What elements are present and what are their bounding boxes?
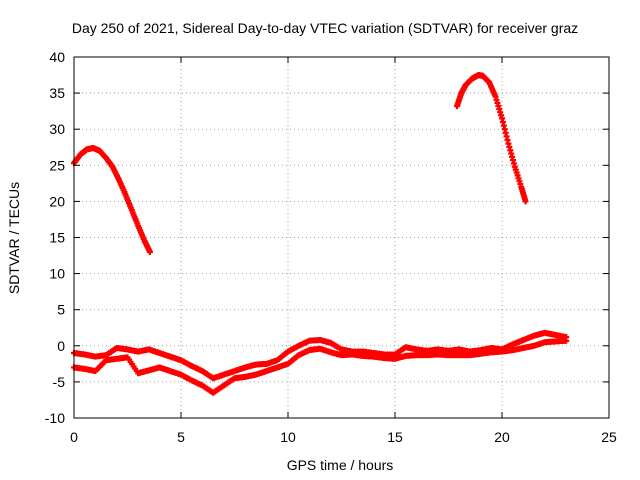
y-tick-label: 30 [49, 121, 65, 137]
x-tick-label: 5 [177, 429, 185, 445]
y-tick-label: 10 [49, 266, 65, 282]
series-band_upper [71, 329, 570, 382]
series-band_lower [71, 337, 570, 396]
data-point [146, 248, 153, 255]
data-point [563, 337, 570, 344]
series-falling_arc_late [454, 72, 529, 205]
series-rising_arc_early [71, 144, 153, 255]
y-axis-title: SDTVAR / TECUs [6, 182, 22, 294]
y-tick-label: 5 [57, 302, 65, 318]
x-tick-label: 0 [70, 429, 78, 445]
y-tick-label: 0 [57, 338, 65, 354]
y-tick-label: -5 [53, 374, 66, 390]
y-tick-label: 20 [49, 193, 65, 209]
y-tick-label: 25 [49, 157, 65, 173]
chart-title: Day 250 of 2021, Sidereal Day-to-day VTE… [72, 20, 578, 36]
x-tick-label: 15 [387, 429, 403, 445]
y-tick-label: 15 [49, 230, 65, 246]
x-tick-label: 20 [494, 429, 510, 445]
x-axis-title: GPS time / hours [287, 457, 394, 473]
data-layer [71, 72, 570, 396]
x-tick-label: 10 [280, 429, 296, 445]
y-tick-label: 35 [49, 85, 65, 101]
data-point [522, 198, 529, 205]
axes: 0 5 10 15 20 25 -10 -5 0 5 10 15 20 25 30 35 40 [45, 49, 617, 445]
y-tick-label: 40 [49, 49, 65, 65]
y-tick-label: -10 [45, 410, 65, 426]
x-tick-label: 25 [601, 429, 617, 445]
